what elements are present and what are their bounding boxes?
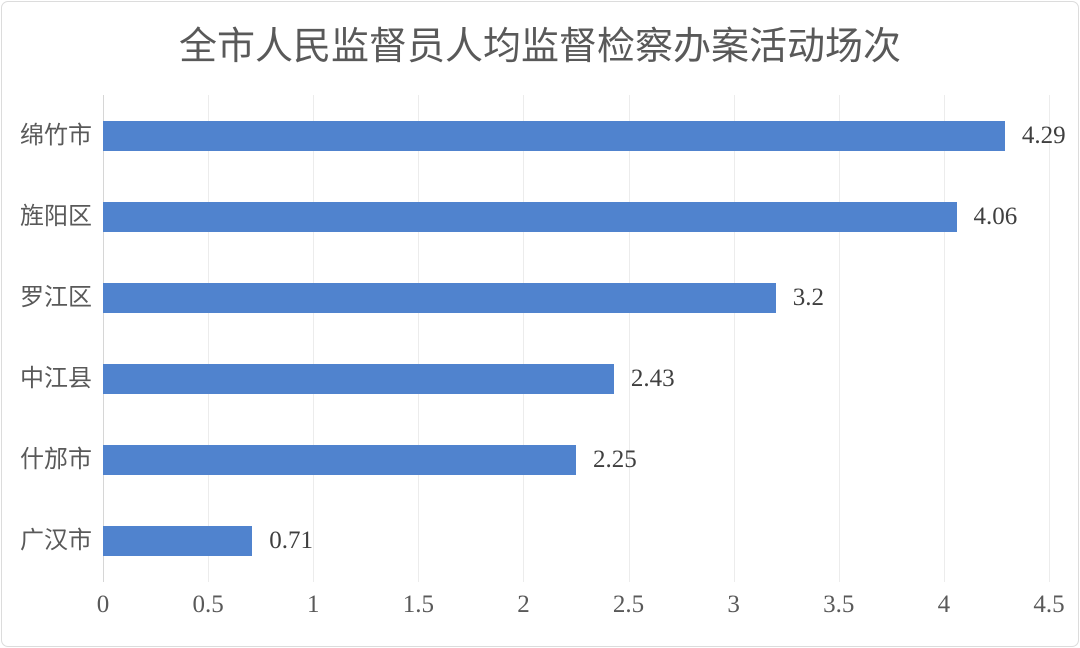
x-axis-tick-label: 3 [727,591,740,618]
bar-5 [103,445,576,476]
gridline-1 [313,95,315,582]
gridline-2 [523,95,525,582]
category-axis-label: 什邡市 [20,447,92,474]
bar-6 [103,526,253,557]
bar-3 [103,282,776,313]
x-axis-tick-label: 0.5 [192,591,224,618]
bar-value-label: 2.25 [593,446,637,474]
bar-4 [103,364,614,395]
category-axis-label: 广汉市 [20,528,92,555]
x-axis-tick-label: 2 [517,591,530,618]
plot-area: 4.29 4.06 3.2 2.43 2.25 0.71 [103,95,1066,582]
bar-value-label: 0.71 [269,527,313,555]
gridline-3.5 [838,95,840,582]
y-axis-line [103,95,104,582]
x-axis-tick-label: 4.5 [1033,591,1065,618]
x-axis-tick-label: 4 [937,591,951,618]
chart-title: 全市人民监督员人均监督检察办案活动场次 [178,26,901,68]
category-axis-label: 绵竹市 [20,122,92,149]
bar-1 [103,120,1005,151]
x-axis-tick-label: 2.5 [612,591,645,618]
bar-2 [103,201,957,232]
x-axis-tick-label: 0 [96,591,110,618]
gridline-2.5 [628,95,630,582]
x-axis-tick-label: 1 [306,591,320,618]
category-axis-label: 中江县 [20,366,92,393]
bar-value-label: 2.43 [630,365,675,393]
gridline-4.5 [1049,95,1050,582]
bar-value-label: 4.06 [973,202,1018,230]
bar-value-label: 3.2 [792,283,824,311]
x-axis-tick-label: 3.5 [823,591,855,618]
gridline-1.5 [418,95,420,582]
bar-value-label: 4.29 [1021,121,1066,149]
category-axis-label: 罗江区 [20,284,92,311]
x-axis-tick-label: 1.5 [402,591,434,618]
gridline-0.5 [208,95,210,582]
gridline-3 [733,95,735,582]
gridline-4 [943,95,945,582]
category-axis-label: 旌阳区 [20,203,92,230]
